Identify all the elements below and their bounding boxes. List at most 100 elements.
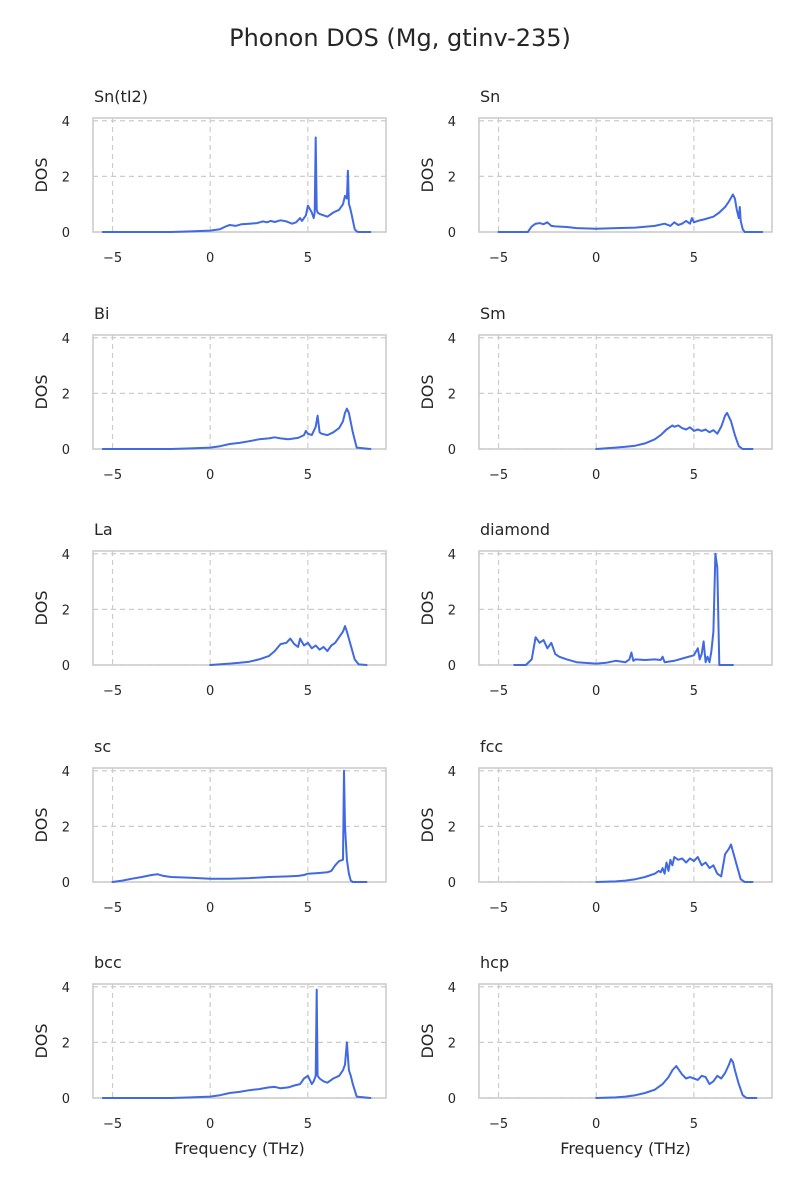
figure-title: Phonon DOS (Mg, gtinv-235) (229, 24, 571, 52)
x-tick-label: 0 (592, 468, 600, 483)
y-tick-label: 4 (62, 332, 70, 347)
panels-grid: Sn(tI2) 0 2 4 −5 0 5 DOS Sn 0 2 4 −5 0 5 DOS Bi 0 2 4 −5 0 5 DO… (32, 87, 773, 1158)
y-axis-label: DOS (418, 157, 437, 192)
dos-line (101, 988, 372, 1099)
x-tick-label: −5 (103, 468, 122, 483)
y-axis-label: DOS (418, 1023, 437, 1058)
panel-sc: sc 0 2 4 −5 0 5 DOS (32, 737, 387, 916)
plot-area (478, 117, 773, 233)
x-tick-label: 0 (592, 251, 600, 266)
y-axis-label: DOS (32, 1023, 51, 1058)
plot-area (92, 983, 387, 1099)
y-tick-label: 0 (448, 659, 456, 674)
plot-area (92, 767, 387, 883)
x-tick-label: 0 (592, 901, 600, 916)
panel-bi: Bi 0 2 4 −5 0 5 DOS (32, 304, 387, 483)
y-tick-label: 4 (448, 332, 456, 347)
plot-area (478, 550, 773, 666)
y-tick-label: 2 (448, 387, 456, 402)
dos-line (111, 769, 368, 883)
panel-fcc: fcc 0 2 4 −5 0 5 DOS (418, 737, 773, 916)
x-tick-label: −5 (489, 468, 508, 483)
y-axis-label: DOS (32, 807, 51, 842)
x-tick-label: −5 (103, 901, 122, 916)
y-tick-label: 2 (62, 820, 70, 835)
y-tick-label: 2 (448, 603, 456, 618)
y-tick-label: 0 (448, 1092, 456, 1107)
y-tick-label: 4 (448, 548, 456, 563)
x-tick-label: −5 (103, 251, 122, 266)
x-tick-label: 0 (206, 251, 214, 266)
plot-area (92, 334, 387, 450)
y-tick-label: 2 (62, 1036, 70, 1051)
y-tick-label: 4 (62, 115, 70, 130)
y-axis-label: DOS (32, 374, 51, 409)
y-tick-label: 2 (448, 170, 456, 185)
x-tick-label: 0 (592, 684, 600, 699)
x-tick-label: −5 (489, 684, 508, 699)
panel-title: Sm (480, 304, 506, 323)
plot-area (92, 550, 387, 666)
panel-hcp: hcp 0 2 4 −5 0 5 DOS Frequency (THz) (418, 953, 773, 1158)
panel-bcc: bcc 0 2 4 −5 0 5 DOS Frequency (THz) (32, 953, 387, 1158)
plot-area (92, 117, 387, 233)
x-tick-label: 5 (304, 1117, 312, 1132)
y-axis-label: DOS (418, 374, 437, 409)
panel-title: bcc (94, 953, 122, 972)
y-tick-label: 2 (62, 603, 70, 618)
panel-title: fcc (480, 737, 503, 756)
y-tick-label: 4 (448, 981, 456, 996)
dos-line (595, 411, 754, 450)
y-tick-label: 2 (448, 820, 456, 835)
x-tick-label: 5 (690, 684, 698, 699)
panel-title: diamond (480, 520, 550, 539)
panel-sm: Sm 0 2 4 −5 0 5 DOS (418, 304, 773, 483)
y-tick-label: 0 (62, 659, 70, 674)
y-axis-label: DOS (418, 590, 437, 625)
y-tick-label: 0 (62, 443, 70, 458)
dos-line (101, 407, 372, 450)
y-tick-label: 0 (448, 226, 456, 241)
x-tick-label: −5 (489, 901, 508, 916)
y-tick-label: 0 (448, 443, 456, 458)
y-tick-label: 4 (62, 548, 70, 563)
panel-sn-ti2: Sn(tI2) 0 2 4 −5 0 5 DOS (32, 87, 387, 266)
x-tick-label: −5 (103, 1117, 122, 1132)
y-tick-label: 0 (62, 876, 70, 891)
y-tick-label: 0 (62, 226, 70, 241)
x-tick-label: 5 (304, 901, 312, 916)
y-tick-label: 0 (448, 876, 456, 891)
panel-diamond: diamond 0 2 4 −5 0 5 DOS (418, 520, 773, 699)
x-tick-label: 5 (690, 901, 698, 916)
y-axis-label: DOS (32, 157, 51, 192)
panel-la: La 0 2 4 −5 0 5 DOS (32, 520, 387, 699)
x-tick-label: 0 (206, 901, 214, 916)
x-axis-label: Frequency (THz) (560, 1139, 690, 1158)
x-tick-label: 5 (690, 251, 698, 266)
y-axis-label: DOS (418, 807, 437, 842)
panel-title: La (94, 520, 113, 539)
x-tick-label: 5 (690, 1117, 698, 1132)
x-tick-label: 0 (206, 684, 214, 699)
panel-title: Sn (480, 87, 500, 106)
y-tick-label: 2 (448, 1036, 456, 1051)
y-tick-label: 2 (62, 170, 70, 185)
panel-title: Bi (94, 304, 109, 323)
dos-line (101, 136, 372, 233)
dos-line (497, 193, 764, 233)
x-tick-label: 0 (206, 468, 214, 483)
x-axis-label: Frequency (THz) (174, 1139, 304, 1158)
y-tick-label: 4 (448, 765, 456, 780)
x-tick-label: −5 (489, 1117, 508, 1132)
x-tick-label: −5 (489, 251, 508, 266)
panel-title: sc (94, 737, 111, 756)
panel-sn: Sn 0 2 4 −5 0 5 DOS (418, 87, 773, 266)
plot-area (478, 334, 773, 450)
y-tick-label: 0 (62, 1092, 70, 1107)
x-tick-label: −5 (103, 684, 122, 699)
panel-title: Sn(tI2) (94, 87, 148, 106)
plot-area (478, 767, 773, 883)
dos-line (513, 552, 734, 666)
x-tick-label: 5 (304, 251, 312, 266)
